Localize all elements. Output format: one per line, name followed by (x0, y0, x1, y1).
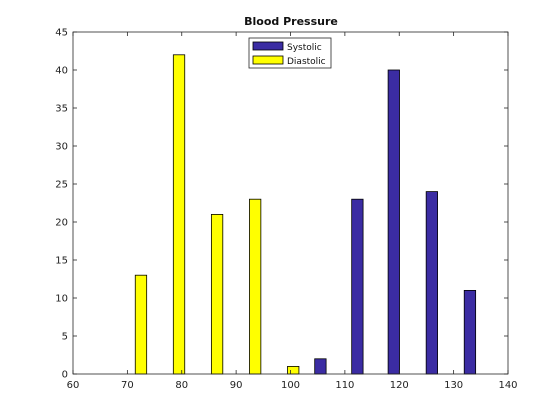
legend-swatch-systolic (252, 41, 284, 51)
y-tick-label: 40 (55, 66, 68, 77)
bar-diastolic-1 (172, 54, 186, 375)
bar-systolic-4 (463, 289, 477, 375)
chart-title: Blood Pressure (244, 15, 338, 28)
bar-systolic-1 (351, 198, 364, 375)
y-axis: 0 5 10 15 20 25 30 35 40 45 (55, 28, 508, 381)
x-tick-label: 140 (498, 380, 517, 391)
x-tick-label: 80 (175, 380, 188, 391)
y-tick-label: 0 (62, 370, 68, 381)
y-tick-label: 20 (55, 218, 68, 229)
x-tick-label: 90 (230, 380, 243, 391)
bar-diastolic-3 (249, 198, 262, 375)
legend-label-diastolic: Diastolic (287, 57, 326, 67)
legend: Systolic Diastolic (248, 37, 332, 69)
y-tick-label: 5 (62, 332, 68, 343)
bar-systolic-0 (314, 358, 327, 375)
x-tick-label: 120 (390, 380, 409, 391)
legend-swatch-diastolic (252, 55, 284, 65)
y-tick-label: 45 (55, 28, 68, 39)
y-tick-label: 30 (55, 142, 68, 153)
y-tick-label: 15 (55, 256, 68, 267)
bar-diastolic-0 (134, 274, 148, 375)
bar-diastolic-4 (287, 365, 300, 375)
x-tick-label: 70 (121, 380, 134, 391)
x-tick-label: 60 (67, 380, 80, 391)
y-tick-label: 25 (55, 180, 68, 191)
bar-systolic-2 (387, 69, 400, 375)
legend-label-systolic: Systolic (287, 43, 322, 53)
x-tick-label: 100 (281, 380, 300, 391)
y-tick-label: 10 (55, 294, 68, 305)
bar-systolic-3 (425, 191, 438, 375)
x-tick-label: 130 (444, 380, 463, 391)
bar-diastolic-2 (210, 213, 224, 375)
x-axis: 60 70 80 90 100 110 120 130 140 (67, 32, 518, 391)
x-tick-label: 110 (335, 380, 354, 391)
y-tick-label: 35 (55, 104, 68, 115)
